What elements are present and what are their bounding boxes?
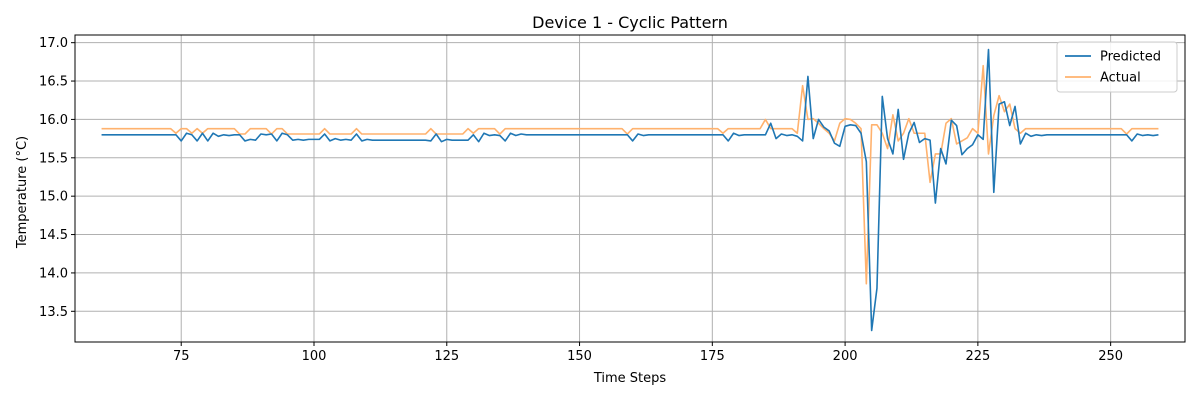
x-tick-label: 150 xyxy=(567,349,592,364)
plot-frame xyxy=(74,34,1186,343)
y-tick-label: 14.5 xyxy=(39,228,68,243)
x-tick-label: 250 xyxy=(1098,349,1123,364)
x-tick-label: 225 xyxy=(965,349,990,364)
x-axis: 75 100 125 150 175 200 225 250 xyxy=(173,342,1123,364)
series-layer xyxy=(101,48,1159,332)
legend-label-predicted: Predicted xyxy=(1100,50,1161,65)
x-tick-label: 200 xyxy=(833,349,858,364)
y-tick-label: 16.5 xyxy=(39,75,68,90)
legend-label-actual: Actual xyxy=(1100,71,1141,86)
y-tick-label: 16.0 xyxy=(39,113,68,128)
y-axis-label: Temperature (°C) xyxy=(15,136,30,249)
chart-title: Device 1 - Cyclic Pattern xyxy=(532,13,728,32)
legend: Predicted Actual xyxy=(1056,41,1178,93)
legend-box xyxy=(1056,41,1178,93)
x-tick-label: 100 xyxy=(302,349,327,364)
y-tick-label: 15.5 xyxy=(39,151,68,166)
series-line-predicted xyxy=(101,48,1159,332)
y-tick-label: 17.0 xyxy=(39,36,68,51)
x-axis-label: Time Steps xyxy=(593,371,667,386)
y-axis: 13.5 14.0 14.5 15.0 15.5 16.0 16.5 17.0 xyxy=(39,36,75,320)
y-tick-label: 13.5 xyxy=(39,305,68,320)
x-tick-label: 75 xyxy=(173,349,190,364)
x-tick-label: 175 xyxy=(700,349,725,364)
grid xyxy=(75,35,1185,342)
y-tick-label: 14.0 xyxy=(39,266,68,281)
x-tick-label: 125 xyxy=(434,349,459,364)
y-tick-label: 15.0 xyxy=(39,190,68,205)
